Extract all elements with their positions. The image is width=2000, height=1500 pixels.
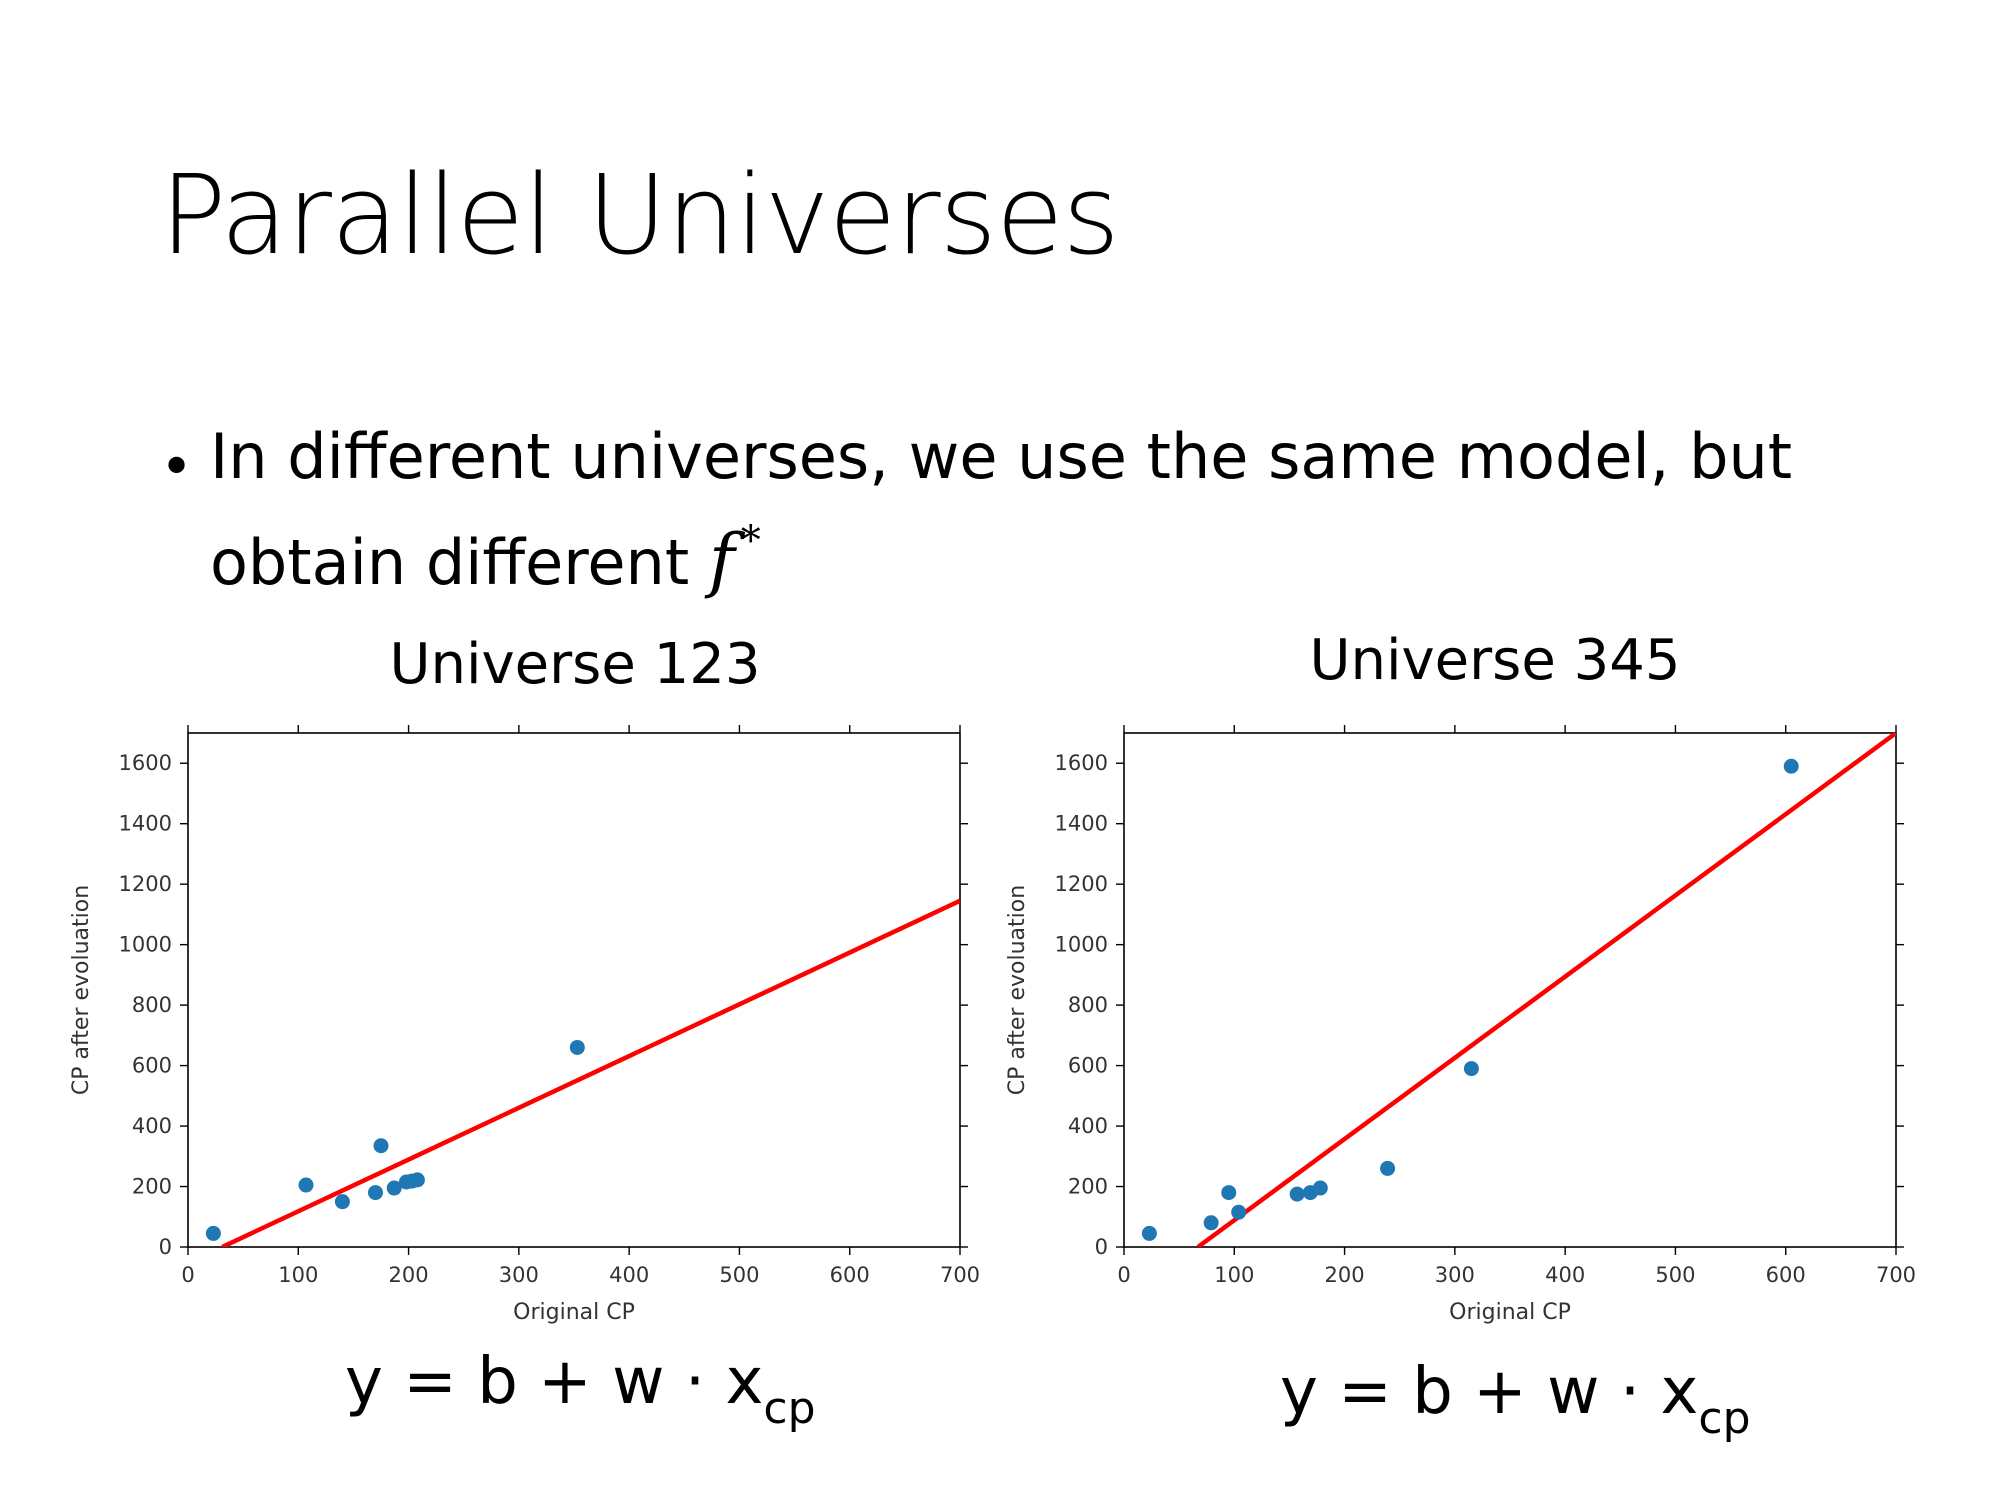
x-tick-label: 400 xyxy=(609,1263,649,1287)
y-tick-label: 1600 xyxy=(1055,751,1108,775)
formula-universe-345: y = b + w · xcp xyxy=(1280,1355,1751,1444)
x-tick-label: 100 xyxy=(278,1263,318,1287)
regression-line xyxy=(1196,733,1896,1247)
plot-frame xyxy=(187,732,961,1248)
scatter-plot-1: 0 100 200 300 400 500 600 700 0 200 400 600 800 1000 1… xyxy=(69,725,980,1325)
x-tick-label: 300 xyxy=(1435,1263,1475,1287)
x-tick-label: 100 xyxy=(1214,1263,1254,1287)
x-tick-label: 400 xyxy=(1545,1263,1585,1287)
bullet-text-body: In different universes, we use the same … xyxy=(210,420,1793,599)
data-point xyxy=(1783,758,1799,774)
y-tick-label: 1000 xyxy=(1055,933,1108,957)
x-axis-label: Original CP xyxy=(513,1300,635,1325)
plot-frame xyxy=(1123,732,1897,1248)
scatter-plot-2: 0 100 200 300 400 500 600 700 0 200 400 600 800 1000 1… xyxy=(1005,725,1916,1325)
data-point xyxy=(386,1180,402,1196)
data-point xyxy=(1463,1061,1479,1077)
panel-title-universe-123: Universe 123 xyxy=(389,632,761,697)
y-axis-label: CP after evoluation xyxy=(69,885,94,1095)
y-tick-label: 1400 xyxy=(1055,812,1108,836)
x-tick-label: 300 xyxy=(499,1263,539,1287)
formula-subscript: cp xyxy=(763,1383,816,1434)
y-tick-label: 800 xyxy=(1068,993,1108,1017)
x-tick-label: 0 xyxy=(1117,1263,1130,1287)
data-point xyxy=(298,1177,314,1193)
x-tick-label: 600 xyxy=(830,1263,870,1287)
x-tick-label: 700 xyxy=(1876,1263,1916,1287)
bullet-text: In different universes, we use the same … xyxy=(210,415,1920,605)
y-tick-label: 600 xyxy=(1068,1054,1108,1078)
y-tick-label: 1200 xyxy=(1055,872,1108,896)
x-tick-label: 700 xyxy=(940,1263,980,1287)
x-tick-label: 200 xyxy=(1325,1263,1365,1287)
data-point xyxy=(373,1138,389,1154)
formula-subscript: cp xyxy=(1698,1393,1751,1444)
x-axis-label: Original CP xyxy=(1449,1300,1571,1325)
y-tick-label: 400 xyxy=(132,1114,172,1138)
f-star-superscript: * xyxy=(740,518,761,564)
f-star-math: f * xyxy=(708,518,761,601)
regression-line xyxy=(221,898,960,1247)
data-point xyxy=(1141,1225,1157,1241)
x-tick-label: 600 xyxy=(1766,1263,1806,1287)
data-point xyxy=(205,1225,221,1241)
f-star-symbol: f xyxy=(708,519,735,601)
data-point xyxy=(409,1172,425,1188)
data-point xyxy=(367,1185,383,1201)
x-tick-label: 500 xyxy=(1655,1263,1695,1287)
y-axis-label: CP after evoluation xyxy=(1005,885,1030,1095)
y-tick-label: 0 xyxy=(1095,1235,1108,1259)
x-tick-label: 200 xyxy=(389,1263,429,1287)
formula-universe-123: y = b + w · xcp xyxy=(345,1345,816,1434)
bullet-point: • In different universes, we use the sam… xyxy=(160,415,1920,605)
y-tick-label: 600 xyxy=(132,1054,172,1078)
data-point xyxy=(1380,1160,1396,1176)
y-tick-label: 1400 xyxy=(119,812,172,836)
data-point xyxy=(1231,1204,1247,1220)
data-point xyxy=(569,1039,585,1055)
x-tick-label: 500 xyxy=(719,1263,759,1287)
bullet-dot: • xyxy=(160,435,194,500)
data-point xyxy=(1312,1180,1328,1196)
data-point xyxy=(1203,1215,1219,1231)
y-tick-label: 400 xyxy=(1068,1114,1108,1138)
y-tick-label: 0 xyxy=(159,1235,172,1259)
data-point xyxy=(1289,1186,1305,1202)
y-tick-label: 1000 xyxy=(119,933,172,957)
y-tick-label: 200 xyxy=(1068,1175,1108,1199)
y-tick-label: 1600 xyxy=(119,751,172,775)
panel-title-universe-345: Universe 345 xyxy=(1309,628,1681,693)
y-tick-label: 800 xyxy=(132,993,172,1017)
slide-title: Parallel Universes xyxy=(160,151,1120,279)
x-tick-label: 0 xyxy=(181,1263,194,1287)
data-point xyxy=(334,1194,350,1210)
data-point xyxy=(1221,1185,1237,1201)
formula-main: y = b + w · x xyxy=(1280,1355,1699,1429)
y-tick-label: 1200 xyxy=(119,872,172,896)
y-tick-label: 200 xyxy=(132,1175,172,1199)
formula-main: y = b + w · x xyxy=(345,1345,764,1419)
